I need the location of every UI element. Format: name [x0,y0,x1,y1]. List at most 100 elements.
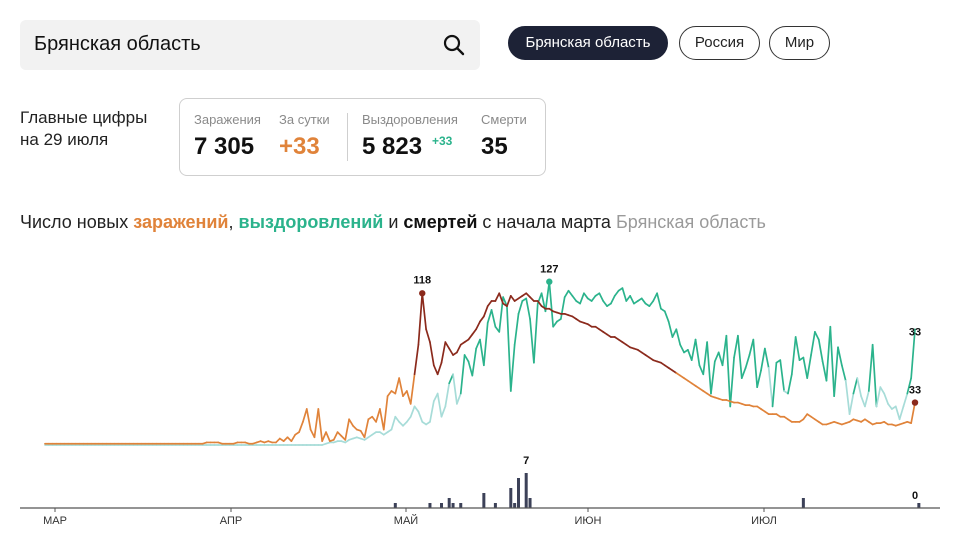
tab-world[interactable]: Мир [769,26,830,60]
search-input[interactable]: Брянская область [34,33,201,55]
last-recoveries-label: 33 [909,326,921,338]
recoveries-line-segment [867,343,874,392]
recoveries-line-segment [502,296,508,307]
infections-line-segment [444,341,451,350]
infections-line-segment [290,433,297,442]
infections-line-segment [536,300,543,307]
recoveries-line-segment [613,289,620,297]
recoveries-line-segment [721,334,728,367]
infections-line-segment [348,418,354,427]
recoveries-line-segment [706,341,712,395]
infections-line-segment [406,390,412,405]
infections-line-segment [509,295,516,302]
chart-lines [44,280,916,446]
recoveries-line-segment [409,405,416,418]
search-icon[interactable] [442,33,466,57]
last-deaths-label: 0 [912,490,918,502]
recoveries-line-segment [621,287,628,302]
recoveries-line-segment [525,297,531,320]
x-tick-label: МАР [43,515,67,527]
recoveries-line-segment [694,338,701,367]
recoveries-line-segment [625,295,631,302]
infections-line-segment [332,431,339,441]
recoveries-line-segment [802,356,809,379]
infections-peak-marker [419,290,426,297]
recoveries-line-segment [486,309,493,324]
recoveries-line-segment [533,302,539,364]
infections-line-segment [479,315,485,323]
recoveries-line-segment [898,405,905,421]
recoveries-line-segment [902,392,909,408]
recoveries-line-segment [459,354,466,395]
recoveries-line-segment [456,392,462,405]
recoveries-line-segment [879,386,886,395]
recoveries-line-segment [394,415,401,423]
infections-line-segment [386,390,393,397]
card-divider [347,113,348,161]
recoveries-line-segment [675,328,682,346]
infections-line-segment [371,415,377,423]
recoveries-line-segment [883,392,889,405]
recoveries-peak-label: 127 [540,264,558,276]
recoveries-line-segment [548,280,554,328]
recoveries-line-segment [852,377,859,395]
recoveries-line-segment [906,377,913,395]
recoveries-line-segment [429,400,435,423]
recoveries-line-segment [729,356,735,408]
recoveries-line-segment [702,341,708,376]
recoveries-line-segment [667,320,674,338]
recoveries-line-segment [810,331,816,356]
tab-bryansk-region[interactable]: Брянская область [508,26,668,60]
recoveries-line-segment [817,338,824,363]
recoveries-line-segment [752,338,759,388]
infections-line-segment [305,408,312,431]
death-bar [801,498,805,508]
chart-title: Число новых заражений, выздоровлений и с… [20,212,766,233]
infections-line-segment [429,341,435,367]
recoveries-line-segment [529,318,535,364]
recoveries-line-segment [814,331,820,341]
infections-line-segment [398,377,404,397]
recoveries-line-segment [440,405,447,418]
x-tick-label: АПР [220,515,242,527]
recoveries-line-segment [910,328,916,379]
recoveries-line-segment [744,354,751,369]
recoveries-line-segment [864,390,870,408]
death-bars [393,473,921,508]
recoveries-line-segment [663,310,670,323]
recoveries-line-segment [837,346,843,367]
recoveries-line-segment [571,295,578,302]
death-bar [482,493,486,508]
infections-line-segment [409,373,416,405]
tab-russia[interactable]: Россия [679,26,760,60]
recoveries-value: 5 823 [362,133,423,160]
stats-card: Заражения 7 305 За сутки +33 Выздоровлен… [179,98,546,176]
recoveries-line-segment [656,292,662,310]
infections-line-segment [498,292,504,305]
recoveries-line-segment [756,369,762,388]
main-figures-date: на 29 июля [20,130,109,149]
infections-line-segment [321,431,327,442]
recoveries-line-segment [471,347,478,377]
recoveries-line-segment [417,410,424,423]
recoveries-line-segment [844,379,851,415]
infections-line-segment [413,343,420,376]
infections-peak-label: 118 [413,274,431,286]
deaths-label: Смерти [481,112,527,127]
recoveries-line-segment [794,336,801,361]
chart-title-infections: заражений [133,212,229,232]
infections-line-segment [298,421,304,433]
death-bar [451,503,455,508]
recoveries-line-segment [848,392,855,415]
recoveries-line-segment [829,325,836,397]
death-bar [428,503,432,508]
recoveries-peak-marker [546,278,553,285]
recoveries-line-segment [737,334,743,379]
recoveries-line-segment [871,343,878,408]
x-tick-label: МАЙ [394,514,418,527]
search-box[interactable]: Брянская область [20,20,480,70]
recoveries-line-segment [821,360,828,382]
recoveries-line-segment [479,338,485,367]
main-figures-heading: Главные цифры на 29 июля [20,107,147,151]
infections-line-segment [910,401,916,424]
